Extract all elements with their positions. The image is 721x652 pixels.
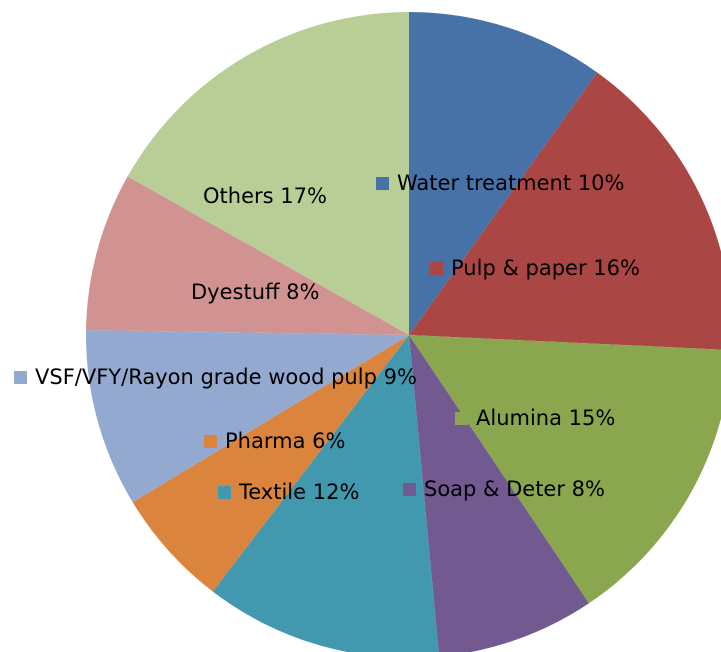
data-label: Alumina 15% <box>476 406 615 430</box>
label-name: Pharma <box>225 429 305 453</box>
label-name: Soap & Deter <box>424 477 565 501</box>
data-label: Soap & Deter 8% <box>424 477 605 501</box>
label-value: 15% <box>569 406 616 430</box>
label-value: 8% <box>286 280 319 304</box>
pie-slice <box>86 176 409 335</box>
pie-slice <box>132 335 409 592</box>
legend-marker <box>182 190 195 203</box>
label-value: 10% <box>578 171 625 195</box>
pie-slice <box>409 335 589 652</box>
data-label: Dyestuff 8% <box>191 280 320 304</box>
label-name: Pulp & paper <box>451 256 587 280</box>
legend-marker <box>376 177 389 190</box>
pie-slice <box>127 12 409 335</box>
pie-slice <box>409 12 598 335</box>
label-name: Water treatment <box>397 171 571 195</box>
data-label: Water treatment 10% <box>397 171 624 195</box>
label-value: 9% <box>384 365 417 389</box>
label-value: 16% <box>593 256 640 280</box>
data-label: VSF/VFY/Rayon grade wood pulp 9% <box>35 365 417 389</box>
label-name: Others <box>203 184 274 208</box>
label-name: VSF/VFY/Rayon grade wood pulp <box>35 365 377 389</box>
pie-slice <box>212 335 439 652</box>
data-label: Pharma 6% <box>225 429 345 453</box>
pie-slice <box>409 335 721 604</box>
label-name: Alumina <box>476 406 562 430</box>
legend-marker <box>430 262 443 275</box>
legend-marker <box>14 371 27 384</box>
pie-slice <box>86 329 409 503</box>
label-value: 8% <box>572 477 605 501</box>
label-value: 6% <box>312 429 345 453</box>
label-value: 17% <box>280 184 327 208</box>
data-label: Pulp & paper 16% <box>451 256 640 280</box>
pie-slice <box>409 72 721 350</box>
legend-marker <box>403 483 416 496</box>
legend-marker <box>455 412 468 425</box>
label-name: Textile <box>238 480 306 504</box>
data-label: Textile 12% <box>238 480 359 504</box>
label-name: Dyestuff <box>191 280 280 304</box>
data-label: Others 17% <box>203 184 327 208</box>
legend-marker <box>218 486 231 499</box>
legend-marker <box>204 435 217 448</box>
label-value: 12% <box>313 480 360 504</box>
legend-marker <box>170 286 183 299</box>
